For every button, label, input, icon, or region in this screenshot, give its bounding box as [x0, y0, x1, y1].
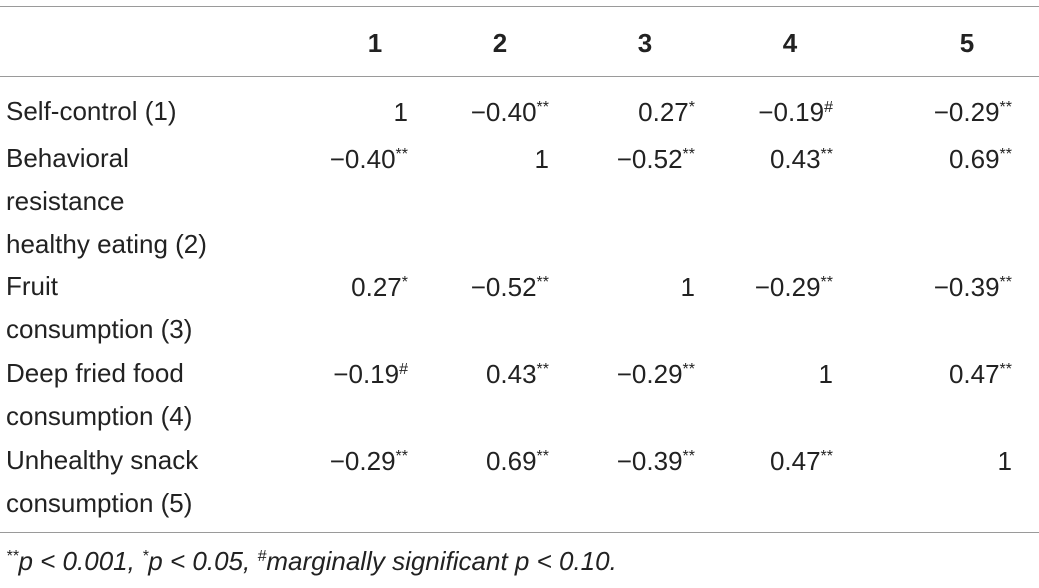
table-cell: 1	[997, 446, 1012, 476]
row-label: Deep fried food consumption (4)	[6, 358, 193, 431]
col-header-3: 3	[637, 28, 653, 58]
col-header-5: 5	[959, 28, 975, 58]
table-cell: −0.29**	[754, 272, 833, 302]
table-cell: 1	[680, 272, 695, 302]
table-cell: −0.29**	[329, 446, 408, 476]
table-cell: 1	[393, 97, 408, 127]
table-cell: −0.52**	[470, 272, 549, 302]
table-cell: −0.19#	[758, 97, 833, 127]
col-header-2: 2	[492, 28, 508, 58]
top-rule	[0, 6, 1039, 7]
row-label: Behavioral resistance healthy eating (2)	[6, 143, 207, 259]
table-cell: −0.39**	[616, 446, 695, 476]
table-cell: 0.47**	[769, 446, 833, 476]
table-cell: 0.69**	[948, 144, 1012, 174]
header-rule	[0, 76, 1039, 77]
row-label: Self-control (1)	[6, 96, 177, 126]
table-cell: −0.29**	[933, 97, 1012, 127]
bottom-rule	[0, 532, 1039, 533]
table-cell: −0.39**	[933, 272, 1012, 302]
row-label: Unhealthy snack consumption (5)	[6, 445, 199, 518]
table-cell: 0.27*	[638, 97, 695, 127]
col-header-1: 1	[367, 28, 383, 58]
table-cell: −0.40**	[470, 97, 549, 127]
table-cell: −0.29**	[616, 359, 695, 389]
table-cell: 0.43**	[485, 359, 549, 389]
table-cell: 1	[818, 359, 833, 389]
table-cell: 0.47**	[948, 359, 1012, 389]
table-footnote: **p < 0.001, *p < 0.05, #marginally sign…	[6, 546, 617, 576]
row-label: Fruit consumption (3)	[6, 271, 193, 344]
table-cell: 0.43**	[769, 144, 833, 174]
table-cell: −0.52**	[616, 144, 695, 174]
table-cell: −0.19#	[333, 359, 408, 389]
table-cell: 1	[534, 144, 549, 174]
col-header-4: 4	[782, 28, 798, 58]
table-cell: −0.40**	[329, 144, 408, 174]
table-cell: 0.27*	[351, 272, 408, 302]
table-cell: 0.69**	[485, 446, 549, 476]
